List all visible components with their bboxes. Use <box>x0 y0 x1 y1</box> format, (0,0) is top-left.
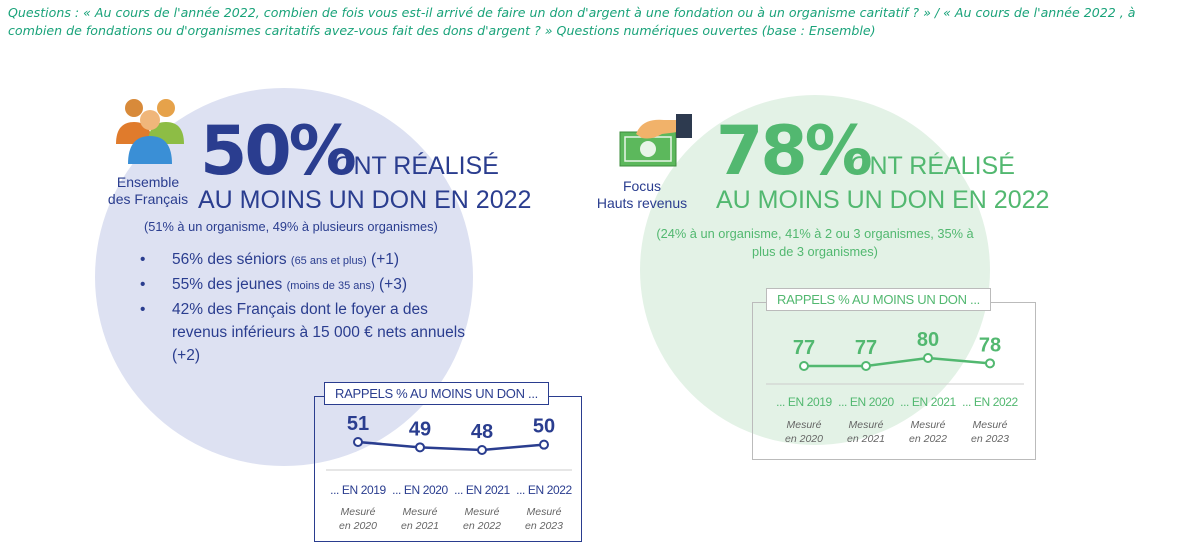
data-point <box>861 361 871 371</box>
period-sublabel: en 2021 <box>847 433 885 445</box>
left-caption-line2: des Français <box>107 191 189 207</box>
period-sublabel: Mesuré <box>464 506 499 518</box>
category-label: ... EN 2021 <box>900 395 956 409</box>
left-recall-chart: RAPPELS % AU MOINS UN DON ... 51 ... EN 2… <box>314 382 582 542</box>
data-label: 49 <box>409 418 431 440</box>
left-headline-line1: ONT RÉALISÉ <box>334 152 499 180</box>
period-sublabel: en 2023 <box>525 520 563 532</box>
right-caption-line1: Focus <box>622 178 662 194</box>
left-big-percent: 50% <box>200 112 357 191</box>
right-background-circle <box>640 95 990 445</box>
period-sublabel: Mesuré <box>848 419 883 431</box>
left-bullet-list: 56% des séniors (65 ans et plus) (+1) 55… <box>140 248 470 367</box>
data-label: 80 <box>917 329 939 351</box>
data-point <box>799 361 809 371</box>
hand-money-icon <box>619 114 692 167</box>
left-caption-line1: Ensemble <box>116 174 180 190</box>
period-sublabel: Mesuré <box>786 419 821 431</box>
data-label: 77 <box>855 337 877 359</box>
data-point <box>923 353 933 363</box>
data-label: 48 <box>471 421 493 443</box>
bullet-item: 56% des séniors (65 ans et plus) (+1) <box>140 248 470 273</box>
period-sublabel: en 2022 <box>909 433 947 445</box>
period-sublabel: Mesuré <box>972 419 1007 431</box>
right-recall-chart: RAPPELS % AU MOINS UN DON ... 77 ... EN 2… <box>752 288 1036 460</box>
period-sublabel: en 2020 <box>785 433 823 445</box>
period-sublabel: en 2022 <box>463 520 501 532</box>
data-label: 51 <box>347 413 369 435</box>
series-line <box>804 356 991 368</box>
period-sublabel: en 2020 <box>339 520 377 532</box>
category-label: ... EN 2019 <box>776 395 832 409</box>
data-point <box>477 445 487 455</box>
right-detail: (24% à un organisme, 41% à 2 ou 3 organi… <box>640 225 990 261</box>
right-headline-line1: ONT RÉALISÉ <box>850 152 1015 180</box>
bullet-item: 42% des Français dont le foyer a des rev… <box>140 298 470 367</box>
right-caption-line2: Hauts revenus <box>596 195 688 211</box>
period-sublabel: Mesuré <box>402 506 437 518</box>
period-sublabel: en 2023 <box>971 433 1009 445</box>
data-label: 77 <box>793 337 815 359</box>
data-point <box>539 439 549 450</box>
bullet-item: 55% des jeunes (moins de 35 ans) (+3) <box>140 273 470 298</box>
left-caption: Ensemble des Français <box>98 174 198 208</box>
right-detail-line2: plus de 3 organismes) <box>752 244 878 259</box>
period-sublabel: Mesuré <box>526 506 561 518</box>
data-point <box>985 358 995 369</box>
series-line <box>357 440 545 452</box>
data-label: 50 <box>533 416 555 438</box>
right-big-percent: 78% <box>716 112 873 191</box>
left-detail: (51% à un organisme, 49% à plusieurs org… <box>144 219 438 234</box>
chart-plot: 77 ... EN 2019 Mesuré en 2020 77 ... EN 2020 M… <box>766 329 1024 445</box>
chart-title: RAPPELS % AU MOINS UN DON ... <box>324 382 549 405</box>
right-caption: Focus Hauts revenus <box>590 178 694 212</box>
data-label: 78 <box>979 334 1001 356</box>
chart-plot: 51 ... EN 2019 Mesuré en 2020 49 ... EN 2020 M… <box>326 413 573 532</box>
category-label: ... EN 2020 <box>838 395 894 409</box>
category-label: ... EN 2021 <box>454 483 510 497</box>
data-point <box>353 437 363 447</box>
data-point <box>415 442 425 453</box>
period-sublabel: Mesuré <box>910 419 945 431</box>
chart-title: RAPPELS % AU MOINS UN DON ... <box>766 288 991 311</box>
right-headline-line2: AU MOINS UN DON EN 2022 <box>716 186 1050 214</box>
period-sublabel: Mesuré <box>340 506 375 518</box>
category-label: ... EN 2022 <box>516 483 572 497</box>
category-label: ... EN 2022 <box>962 395 1018 409</box>
category-label: ... EN 2020 <box>392 483 448 497</box>
period-sublabel: en 2021 <box>401 520 439 532</box>
left-headline-line2: AU MOINS UN DON EN 2022 <box>198 186 532 214</box>
right-detail-line1: (24% à un organisme, 41% à 2 ou 3 organi… <box>656 226 974 241</box>
people-group-icon <box>116 99 184 164</box>
question-text: Questions : « Au cours de l'année 2022, … <box>8 5 1136 38</box>
category-label: ... EN 2019 <box>330 483 386 497</box>
